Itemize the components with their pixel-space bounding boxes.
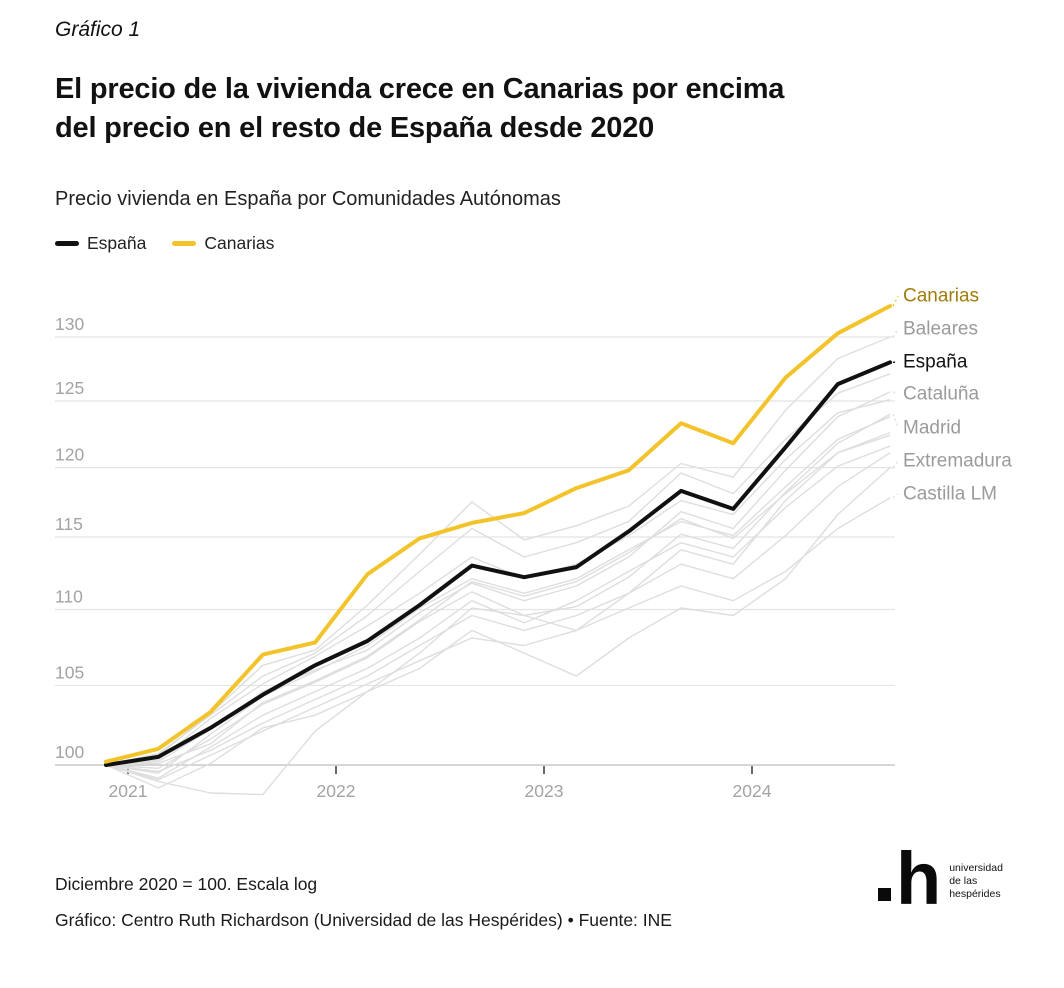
x-axis-label-2024: 2024 [733,781,772,801]
series-line-otra-4 [105,445,891,779]
chart-note: Diciembre 2020 = 100. Escala log [55,874,318,894]
label-leader-canarias [892,295,899,307]
chart-title-line2: del precio en el resto de España desde 2… [55,112,655,144]
chart-title-line1: El precio de la vivienda crece en Canari… [55,73,785,105]
label-leader-catalu-a [892,391,899,395]
y-axis-label-120: 120 [55,445,84,465]
legend-label-espana: España [87,233,147,253]
series-label-espa-a: España [903,352,968,373]
y-axis-label-115: 115 [55,514,83,534]
x-axis-label-2022: 2022 [317,781,356,801]
series-line-baleares [105,336,891,766]
logo-word-line3: hespérides [949,887,1001,900]
canarias-line-swatch [172,241,197,246]
y-axis-label-110: 110 [55,587,83,607]
chart-legend: España Canarias [55,233,274,254]
logo-wordmark: universidad de las hespérides [949,862,1003,907]
series-label-catalu-a: Cataluña [903,384,979,405]
series-line-espa-a [104,360,893,767]
x-axis-label-2023: 2023 [525,781,564,801]
chart-subtitle: Precio vivienda en España por Comunidade… [55,188,561,210]
series-label-baleares: Baleares [903,319,978,340]
label-leader-castilla-lm [892,493,899,499]
series-line-otra-6 [105,434,891,766]
y-axis-label-100: 100 [55,742,84,762]
series-line-catalu-a [105,391,891,766]
logo-word-line1: universidad [949,861,1003,874]
logo-dot-icon [878,887,891,901]
legend-item-canarias: Canarias [172,233,274,254]
y-axis-label-105: 105 [55,662,84,682]
chart-title: El precio de la vivienda crece en Canari… [55,70,1045,148]
university-logo: h universidad de las hespérides [878,837,1038,920]
series-line-otra-1 [105,399,891,766]
label-leader-baleares [892,328,899,338]
series-line-canarias [104,304,893,764]
logo-h-letter: h [896,837,941,920]
series-label-extremadura: Extremadura [903,451,1012,472]
label-leader-extremadura [892,460,899,469]
espana-line-swatch [55,241,79,246]
logo-dot-h-mark: h [878,837,941,920]
series-line-otra-7 [105,452,891,773]
series-line-madrid [105,413,891,769]
x-axis-label-2021: 2021 [109,781,148,801]
legend-item-espana: España [55,233,146,254]
label-leader-madrid [892,413,899,429]
series-label-castilla-lm: Castilla LM [903,484,997,505]
series-line-otra-2 [105,416,891,774]
series-line-otra-3 [105,373,891,766]
chart-kicker: Gráfico 1 [55,18,141,41]
series-label-canarias: Canarias [903,286,979,307]
series-line-extremadura [105,467,891,789]
series-line-castilla-lm [105,497,891,781]
logo-word-line2: de las [949,874,978,887]
chart-credit: Gráfico: Centro Ruth Richardson (Univers… [55,910,672,930]
series-label-madrid: Madrid [903,418,961,439]
y-axis-label-125: 125 [55,378,84,398]
y-axis-label-130: 130 [55,314,84,334]
legend-label-canarias: Canarias [204,233,275,253]
series-line-otra-5 [105,431,891,796]
